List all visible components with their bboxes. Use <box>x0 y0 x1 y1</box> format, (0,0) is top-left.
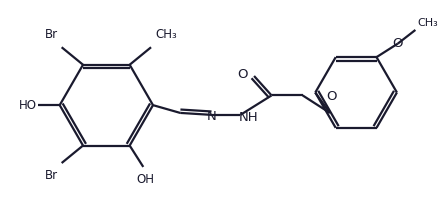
Text: O: O <box>237 68 248 81</box>
Text: Br: Br <box>45 28 58 41</box>
Text: N: N <box>206 110 216 123</box>
Text: HO: HO <box>19 99 36 112</box>
Text: NH: NH <box>239 111 258 124</box>
Text: CH₃: CH₃ <box>155 28 177 41</box>
Text: O: O <box>327 90 337 103</box>
Text: CH₃: CH₃ <box>417 18 438 28</box>
Text: Br: Br <box>45 169 58 182</box>
Text: O: O <box>392 37 403 50</box>
Text: OH: OH <box>136 173 154 186</box>
